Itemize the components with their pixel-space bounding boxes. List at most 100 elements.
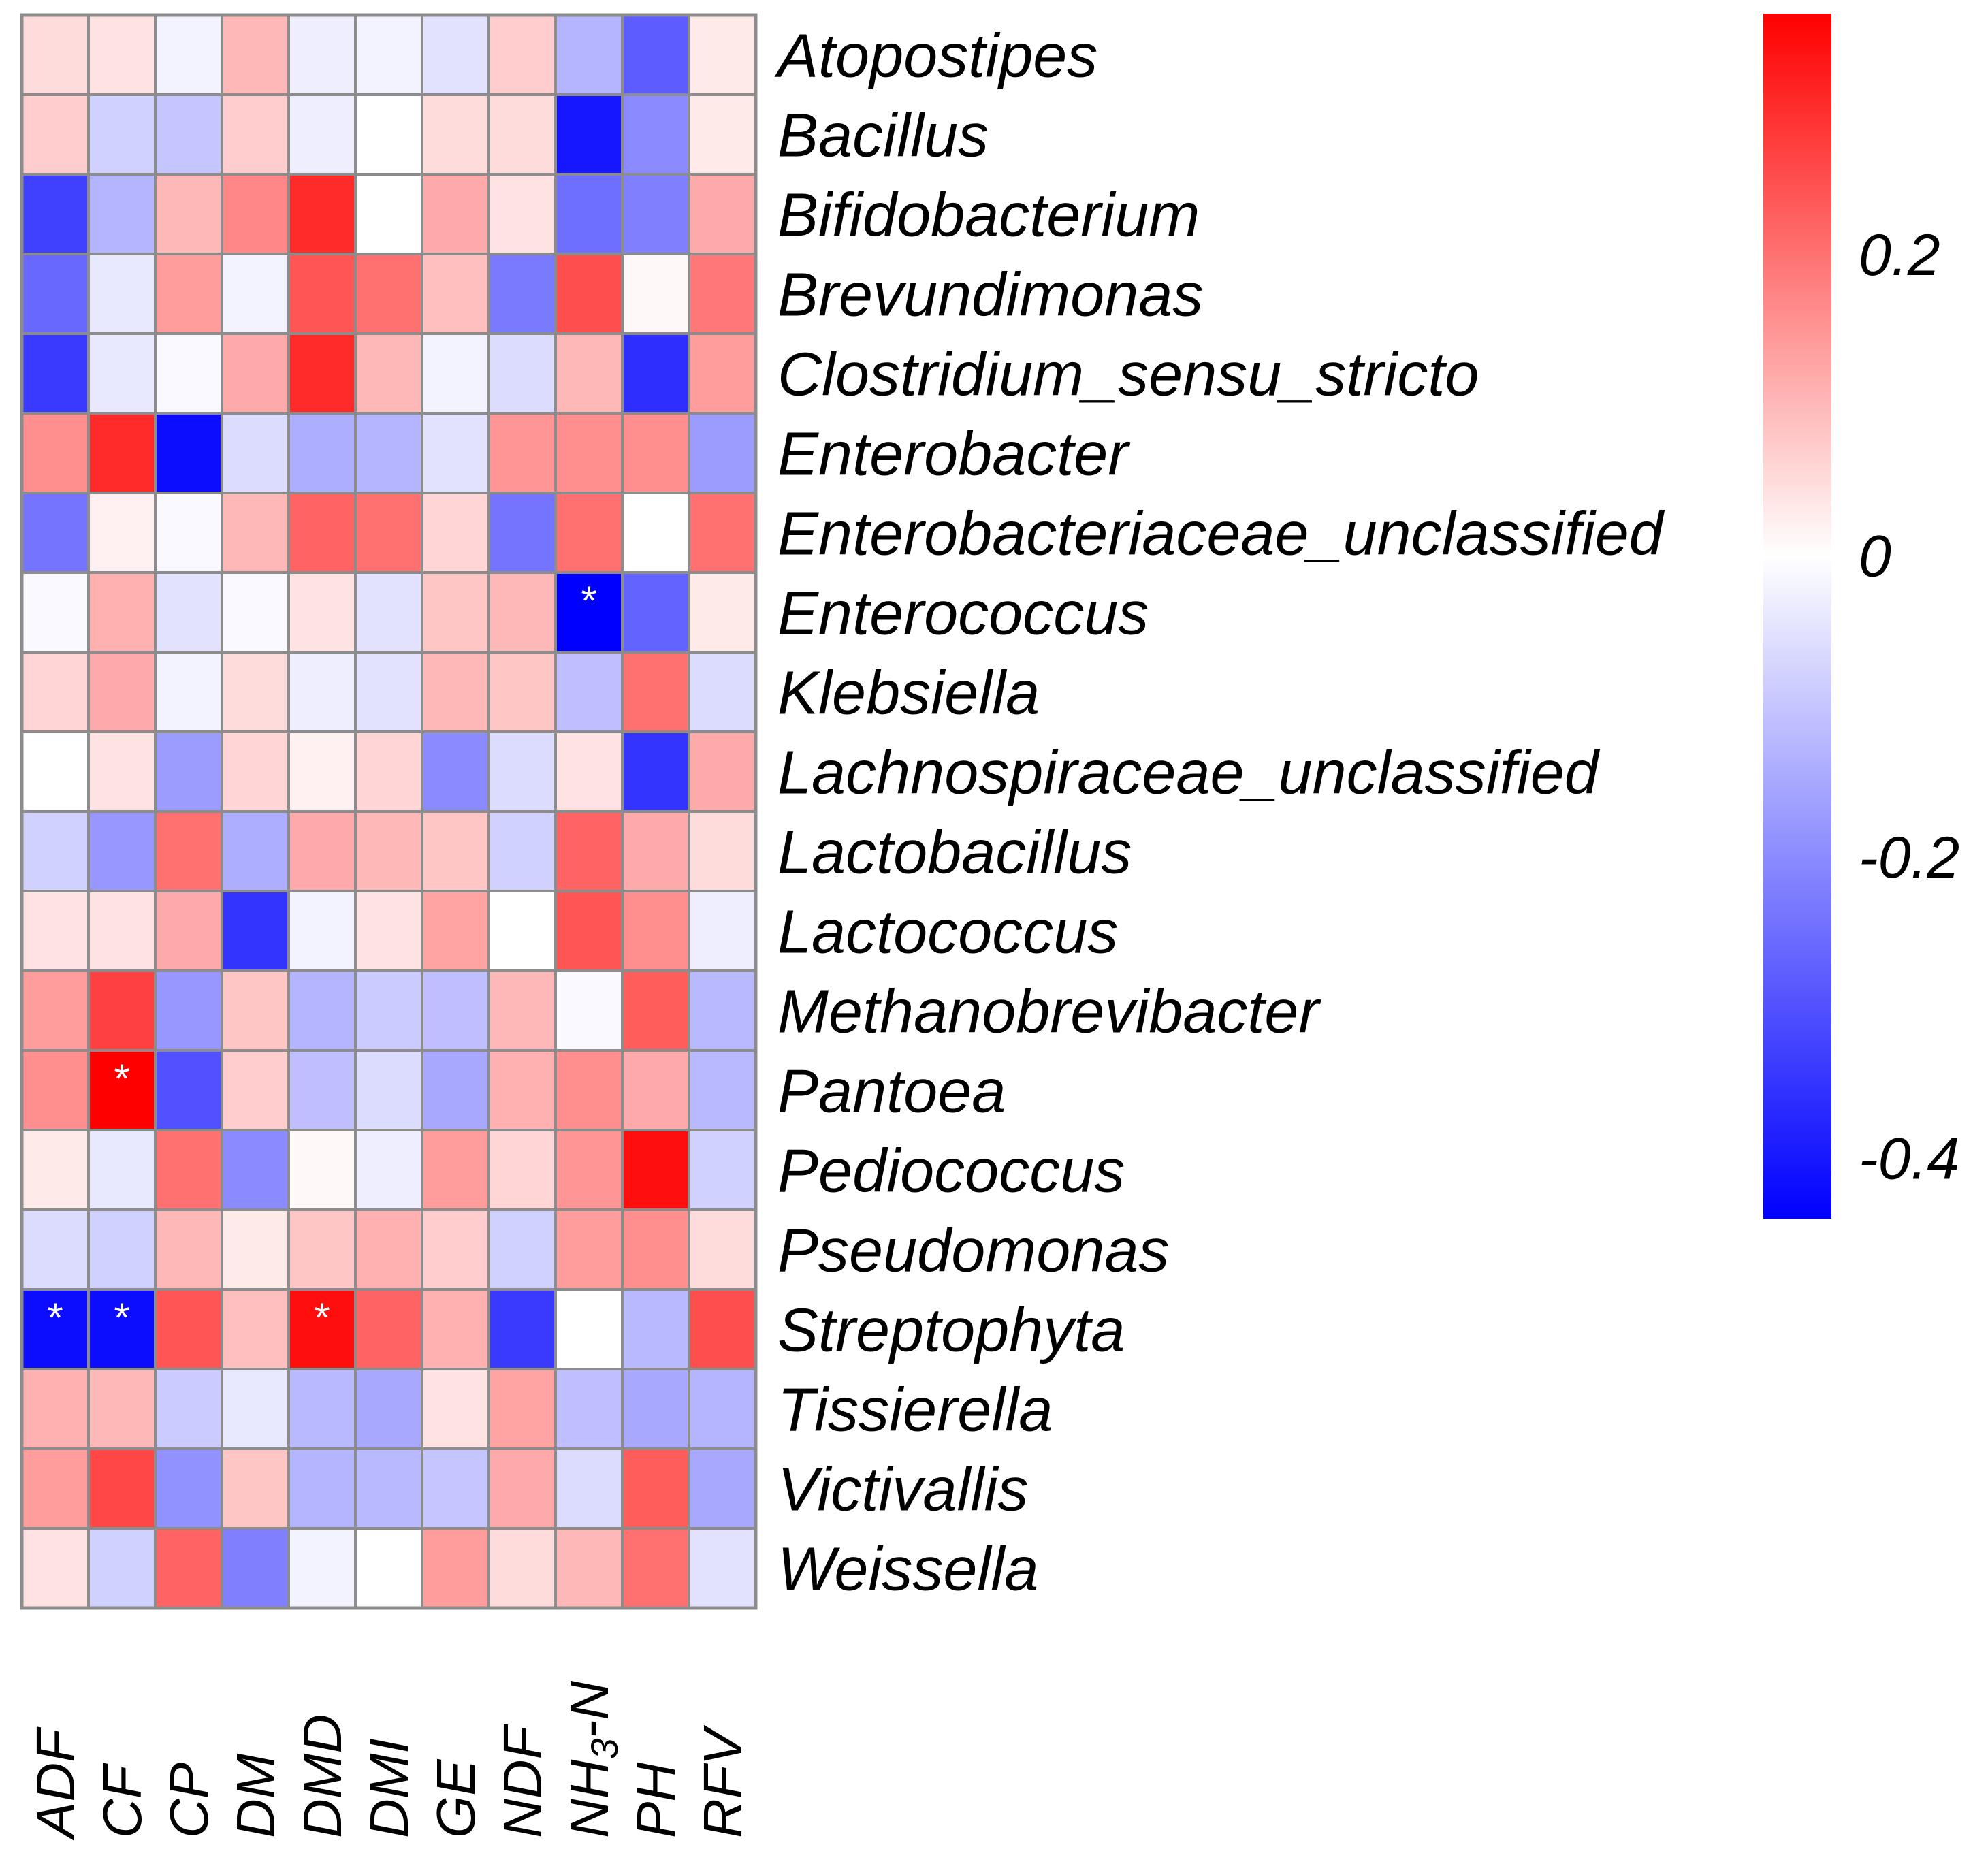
column-label: CF <box>92 1763 153 1838</box>
heatmap-cell <box>354 332 423 415</box>
heatmap-cell <box>688 492 757 574</box>
heatmap-cell <box>20 492 90 574</box>
heatmap-cell <box>221 890 290 972</box>
heatmap-cell <box>354 412 423 494</box>
heatmap-cell <box>421 1208 490 1291</box>
heatmap-cell <box>287 14 357 96</box>
heatmap-cell <box>421 890 490 972</box>
colorbar-gradient <box>1763 14 1831 1219</box>
heatmap-cell <box>621 651 690 733</box>
row-label: Pediococcus <box>777 1138 1125 1206</box>
heatmap-cell <box>87 1527 157 1609</box>
heatmap-cell <box>287 1049 357 1131</box>
heatmap-cell <box>221 93 290 176</box>
column-label: DMI <box>359 1738 419 1838</box>
heatmap-cell <box>354 1049 423 1131</box>
column-label: ADF <box>25 1726 86 1841</box>
column-label: GE <box>426 1758 486 1838</box>
heatmap-border <box>20 13 758 1610</box>
heatmap-cell <box>87 1368 157 1450</box>
heatmap-cell <box>287 93 357 176</box>
heatmap-cell <box>221 253 290 335</box>
heatmap-cell <box>421 173 490 255</box>
heatmap-cell <box>20 173 90 255</box>
heatmap-cell <box>354 1368 423 1450</box>
heatmap-cell <box>621 412 690 494</box>
heatmap-cell <box>221 173 290 255</box>
heatmap-cell <box>287 492 357 574</box>
heatmap-cell <box>287 1368 357 1450</box>
heatmap-cell <box>688 173 757 255</box>
heatmap-cell <box>221 651 290 733</box>
significance-markers: * * * * * <box>47 578 596 1340</box>
heatmap-cell <box>20 651 90 733</box>
heatmap-cell <box>20 1208 90 1291</box>
heatmap-cell <box>421 14 490 96</box>
row-label: Atopostipes <box>774 22 1097 91</box>
heatmap-cell <box>421 332 490 415</box>
heatmap-cell <box>287 332 357 415</box>
column-label: DMD <box>292 1714 353 1838</box>
heatmap-cell <box>487 1129 557 1211</box>
heatmap-cell <box>287 253 357 335</box>
heatmap-cell <box>554 1527 624 1609</box>
row-labels: Atopostipes Bacillus Bifidobacterium Brevun… <box>774 22 1665 1604</box>
heatmap-cell <box>554 890 624 972</box>
heatmap-cell <box>487 1288 557 1370</box>
heatmap-cell <box>487 492 557 574</box>
heatmap-cell <box>154 14 223 96</box>
heatmap-cell <box>20 1368 90 1450</box>
heatmap-cell <box>554 1049 624 1131</box>
heatmap-cell <box>421 253 490 335</box>
heatmap-cell <box>354 93 423 176</box>
heatmap-cell <box>154 332 223 415</box>
heatmap-cell <box>487 571 557 654</box>
heatmap-cell <box>20 332 90 415</box>
heatmap-cell <box>421 1049 490 1131</box>
heatmap-cell <box>688 1049 757 1131</box>
heatmap-cell <box>287 730 357 813</box>
heatmap-cell <box>487 969 557 1052</box>
row-label: Brevundimonas <box>777 261 1203 329</box>
heatmap-cell <box>354 571 423 654</box>
column-label: PH <box>626 1763 686 1838</box>
heatmap-cell <box>354 1447 423 1530</box>
heatmap-cell <box>221 1447 290 1530</box>
heatmap-cell <box>554 571 624 654</box>
heatmap-cell <box>20 730 90 813</box>
row-label: Klebsiella <box>777 660 1040 728</box>
heatmap-cell <box>354 890 423 972</box>
heatmap-cell <box>20 1447 90 1530</box>
heatmap-cell <box>621 730 690 813</box>
heatmap-cell <box>554 651 624 733</box>
heatmap-cell <box>688 332 757 415</box>
heatmap-cell <box>554 1447 624 1530</box>
heatmap-cell <box>221 492 290 574</box>
heatmap-cell <box>354 1288 423 1370</box>
heatmap-cell <box>287 810 357 892</box>
heatmap-cell <box>688 969 757 1052</box>
heatmap-cell <box>154 412 223 494</box>
colorbar: 0.2 0 -0.2 -0.4 <box>1763 14 1959 1219</box>
significance-star: * <box>47 1295 63 1340</box>
row-label: Enterobacter <box>777 421 1130 489</box>
heatmap-cell <box>354 173 423 255</box>
significance-star: * <box>314 1295 330 1340</box>
heatmap-cell <box>221 332 290 415</box>
heatmap-cell <box>554 93 624 176</box>
heatmap-cell <box>554 332 624 415</box>
heatmap-cell <box>688 93 757 176</box>
heatmap-cell <box>20 412 90 494</box>
heatmap-cell <box>354 1129 423 1211</box>
heatmap-cell <box>554 969 624 1052</box>
heatmap-cell <box>487 14 557 96</box>
heatmap-cell <box>487 1527 557 1609</box>
heatmap-cell <box>554 412 624 494</box>
heatmap-cell <box>554 1208 624 1291</box>
heatmap-cell <box>20 14 90 96</box>
column-labels: ADF CF CP DM DMD DMI GE NDF NH3-NPH RFV <box>25 1681 753 1841</box>
heatmap-cell <box>621 1049 690 1131</box>
heatmap-cell <box>87 93 157 176</box>
heatmap-cell <box>221 730 290 813</box>
